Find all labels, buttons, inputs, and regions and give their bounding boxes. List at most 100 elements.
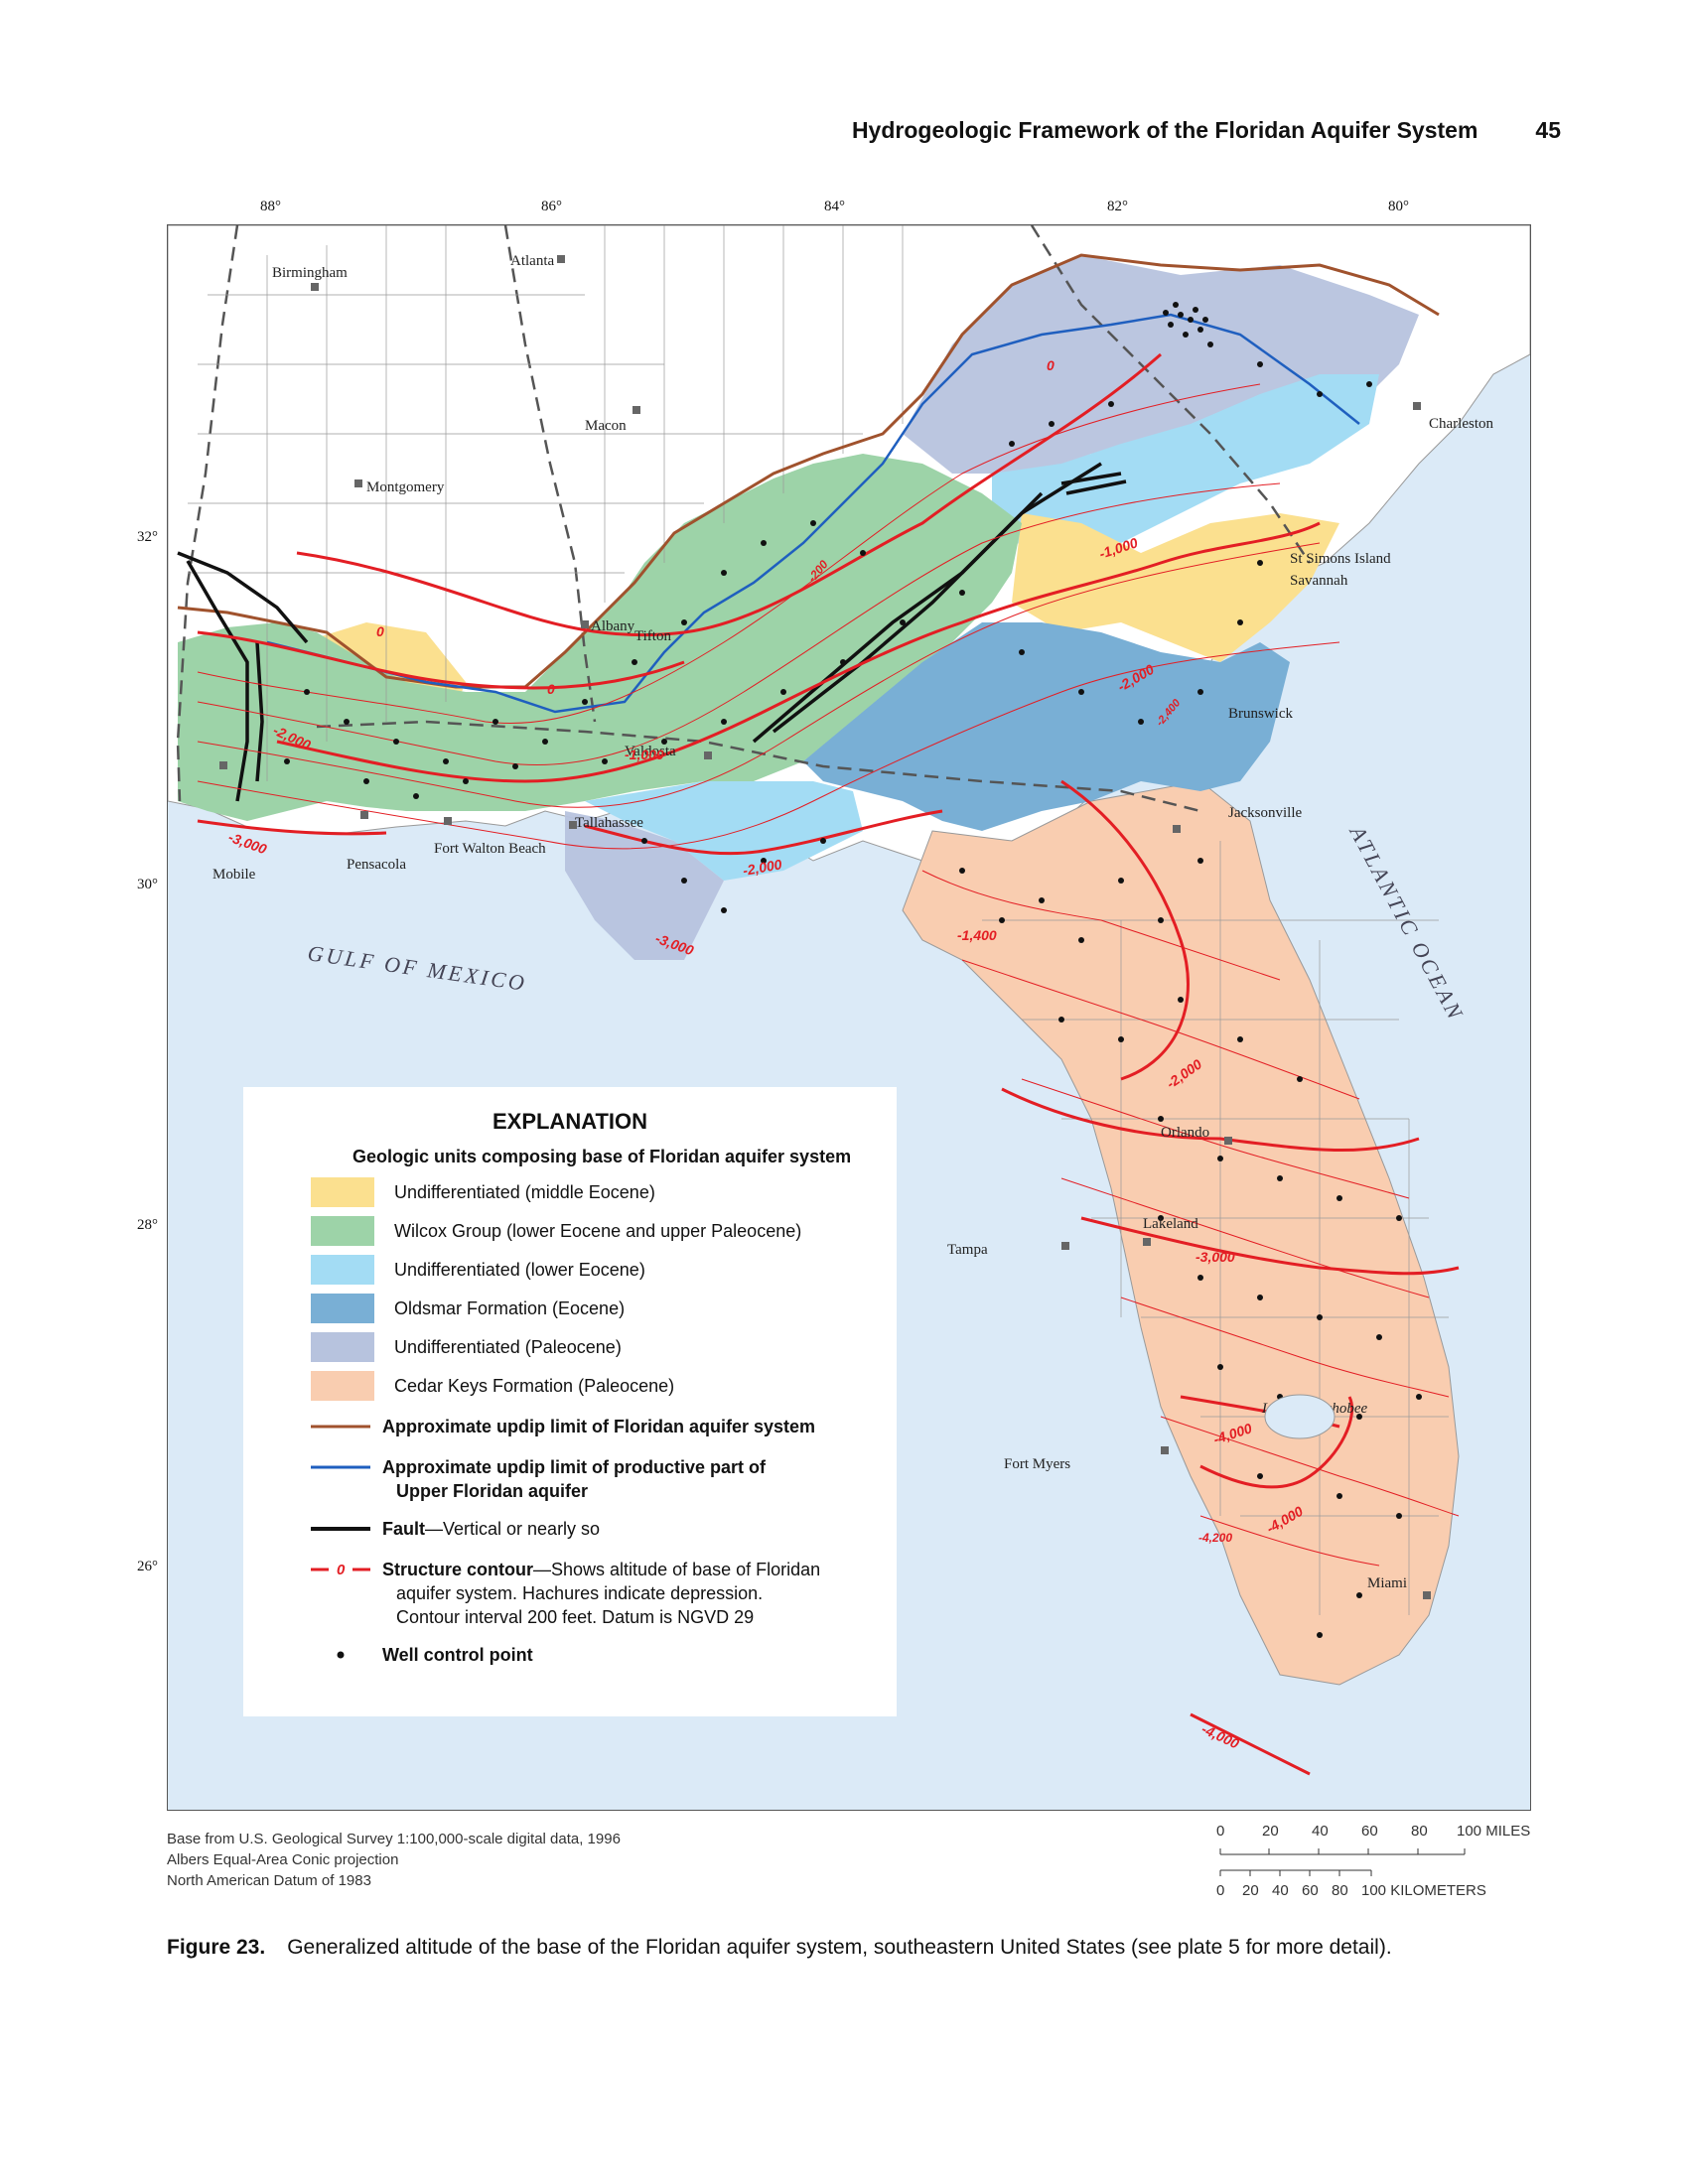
scale-mile-tick: 0: [1216, 1823, 1225, 1840]
place-label: Brunswick: [1228, 706, 1293, 722]
place-label: Miami: [1367, 1575, 1407, 1591]
longitude-label: 84°: [824, 199, 845, 214]
place-label: Mobile: [212, 867, 256, 883]
state-boundary-al-ga: [503, 225, 597, 723]
latitude-label: 26°: [137, 1559, 158, 1574]
legend-swatch: [311, 1255, 374, 1285]
legend-productive-label: Approximate updip limit of productive pa…: [382, 1457, 767, 1477]
place-label: Charleston: [1429, 416, 1493, 432]
scale-mile-tick: 100 MILES: [1457, 1823, 1531, 1840]
legend-productive: Approximate updip limit of productive pa…: [311, 1455, 867, 1503]
place-label: Valdosta: [625, 744, 676, 759]
place-label: Macon: [585, 418, 627, 434]
contour-label: 0: [547, 681, 555, 697]
contour-label: -4,000: [1199, 1720, 1242, 1751]
figure-number: Figure 23.: [167, 1936, 266, 1959]
legend-unit-label: Oldsmar Formation (Eocene): [394, 1297, 626, 1318]
scale-km-tick: 40: [1272, 1882, 1289, 1899]
place-label: Albany: [591, 618, 635, 634]
legend-fault: Fault—Vertical or nearly so: [311, 1517, 867, 1544]
legend-productive-label-2: Upper Floridan aquifer: [396, 1481, 589, 1501]
legend-swatch: [311, 1294, 374, 1323]
longitude-label: 82°: [1107, 199, 1128, 214]
scale-km-tick: 60: [1302, 1882, 1319, 1899]
page-number: 45: [1535, 117, 1561, 143]
water-label: GULF OF MEXICO: [306, 940, 528, 996]
place-label: Atlanta: [510, 253, 554, 269]
place-markers: [219, 255, 1431, 1599]
legend-contour-bold: Structure contour: [382, 1560, 534, 1579]
contour-label: -4,200: [1198, 1531, 1232, 1545]
place-label: Fort Walton Beach: [434, 841, 546, 857]
scale-mile-tick: 60: [1361, 1823, 1378, 1840]
contour-label: 0: [1047, 357, 1055, 373]
map-frame: Birmingham Atlanta Macon Montgomery Char…: [167, 224, 1531, 1811]
legend-contour-line2: aquifer system. Hachures indicate depres…: [396, 1583, 764, 1603]
legend-swatch: [311, 1177, 374, 1207]
contour-label: 0: [376, 623, 384, 639]
scale-mile-tick: 40: [1312, 1823, 1329, 1840]
structure-contours: [197, 383, 1460, 1567]
credit-line: Base from U.S. Geological Survey 1:100,0…: [167, 1831, 621, 1847]
unit-middle-eocene: [1012, 513, 1339, 662]
legend-contour: 0 Structure contour—Shows altitude of ba…: [311, 1558, 867, 1629]
credit-line: Albers Equal-Area Conic projection: [167, 1851, 399, 1868]
legend-well: Well control point: [311, 1643, 867, 1670]
legend-fault-rest: —Vertical or nearly so: [425, 1519, 601, 1539]
place-label: Orlando: [1161, 1125, 1209, 1141]
place-label: St Simons Island: [1290, 551, 1391, 567]
legend-swatch: [311, 1216, 374, 1246]
legend-swatch: [311, 1332, 374, 1362]
legend-well-label: Well control point: [382, 1645, 533, 1665]
scale-bar: 0 20 40 60 80 100 MILES 0 20 40 60 80 10…: [1216, 1823, 1534, 1902]
longitude-label: 80°: [1388, 199, 1409, 214]
credit-line: North American Datum of 1983: [167, 1872, 371, 1889]
latitude-label: 28°: [137, 1217, 158, 1233]
scale-km-tick: 0: [1216, 1882, 1225, 1899]
contour-label: -2,000: [742, 856, 783, 879]
fault-lines: [177, 462, 1127, 802]
scale-bar-lines: [1219, 1848, 1466, 1876]
place-label: Pensacola: [347, 857, 406, 873]
place-label: Tifton: [634, 628, 671, 644]
legend-unit-row: Oldsmar Formation (Eocene): [311, 1294, 867, 1323]
legend-subhead: Geologic units composing base of Florida…: [352, 1147, 852, 1166]
legend-unit-label: Cedar Keys Formation (Paleocene): [394, 1375, 675, 1396]
scale-km-tick: 100 KILOMETERS: [1361, 1882, 1486, 1899]
legend-contour-symbol: 0: [337, 1562, 346, 1578]
place-label: Jacksonville: [1228, 805, 1302, 821]
legend-unit-row: Wilcox Group (lower Eocene and upper Pal…: [311, 1216, 867, 1246]
place-label: Montgomery: [366, 479, 445, 495]
latitude-label: 32°: [137, 529, 158, 545]
legend-contour-rest: —Shows altitude of base of Floridan: [533, 1560, 821, 1579]
running-head: Hydrogeologic Framework of the Floridan …: [852, 117, 1561, 144]
legend-fault-bold: Fault: [382, 1519, 425, 1539]
unit-oldsmar: [803, 622, 1290, 831]
legend-contour-line3: Contour interval 200 feet. Datum is NGVD…: [396, 1607, 755, 1627]
longitude-label: 88°: [260, 199, 281, 214]
contour-label: -1,000: [625, 747, 664, 762]
state-boundary-ms-al: [176, 225, 239, 802]
legend-unit-row: Cedar Keys Formation (Paleocene): [311, 1371, 867, 1401]
scale-km-tick: 80: [1332, 1882, 1348, 1899]
scale-mile-tick: 20: [1262, 1823, 1279, 1840]
unit-lower-eocene-b: [585, 781, 863, 881]
legend-updip: Approximate updip limit of Floridan aqui…: [311, 1415, 867, 1441]
map-credits: Base from U.S. Geological Survey 1:100,0…: [167, 1829, 621, 1891]
map-svg: Birmingham Atlanta Macon Montgomery Char…: [168, 225, 1530, 1776]
unit-wilcox: [178, 454, 1022, 821]
legend-title: EXPLANATION: [492, 1109, 648, 1134]
legend-updip-label: Approximate updip limit of Floridan aqui…: [382, 1417, 816, 1436]
legend-swatch: [311, 1371, 374, 1401]
legend-unit-row: Undifferentiated (Paleocene): [311, 1332, 867, 1362]
water-label: ATLANTIC OCEAN: [1344, 820, 1470, 1025]
place-label: Lakeland: [1143, 1216, 1198, 1232]
county-grid: [188, 225, 1449, 1615]
lake-okeechobee: [1264, 1394, 1336, 1439]
legend-unit-label: Wilcox Group (lower Eocene and upper Pal…: [394, 1220, 802, 1241]
scale-mile-tick: 80: [1411, 1823, 1428, 1840]
legend-unit-label: Undifferentiated (Paleocene): [394, 1336, 622, 1357]
place-label: Fort Myers: [1004, 1456, 1070, 1472]
latitude-label: 30°: [137, 877, 158, 892]
longitude-label: 86°: [541, 199, 562, 214]
